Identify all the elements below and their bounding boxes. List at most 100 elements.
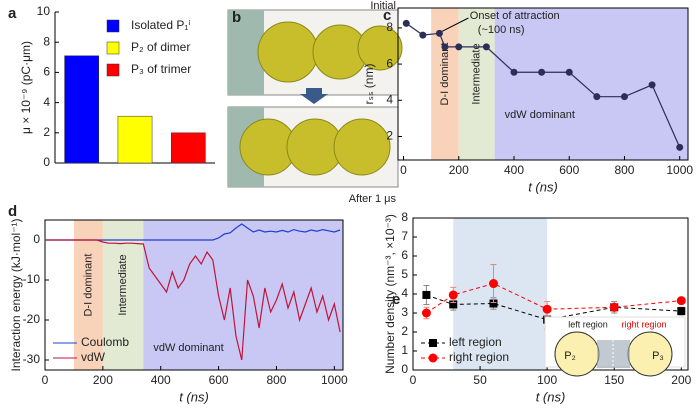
y-tick-label: 8 [386, 20, 393, 34]
marker [510, 68, 518, 76]
y-tick-label: 0 [43, 155, 50, 169]
region-label: D-I dominant [82, 254, 94, 317]
x-tick-label: 0 [400, 163, 407, 177]
y-axis-label: Number density (nm⁻³, ×10⁻³) [383, 214, 397, 374]
arrow [300, 88, 328, 104]
x-tick-label: 800 [614, 163, 634, 177]
y-tick-label: 7 [401, 229, 408, 243]
marker [422, 290, 431, 299]
x-tick-label: 0 [42, 373, 49, 387]
region-label: Intermediate [117, 254, 129, 315]
y-tick-label: 4 [386, 92, 393, 106]
legend-label: P₂ of dimer [131, 40, 190, 54]
marker [441, 43, 449, 51]
bar [171, 132, 206, 164]
particles [239, 21, 403, 176]
particle [554, 331, 600, 377]
bar [64, 55, 99, 164]
x-tick-label: 1000 [321, 373, 348, 387]
region [73, 220, 103, 370]
marker [419, 31, 427, 39]
panel-label: b [232, 9, 241, 26]
legend-label: Isolated P₁ⁱ [131, 18, 191, 32]
annotation: Onset of attraction [470, 10, 560, 22]
marker [609, 302, 619, 312]
marker [489, 299, 498, 308]
marker [428, 353, 438, 363]
legend-swatch [106, 41, 120, 55]
snapshot-label: After 1 μs [349, 193, 397, 205]
legend-label: P₃ of trimer [131, 62, 191, 76]
y-tick-label: 6 [386, 56, 393, 70]
series-line [45, 239, 341, 361]
inset-label: left region [568, 319, 608, 329]
legend-label: right region [449, 350, 509, 364]
particle-label: P₂ [564, 350, 576, 362]
y-tick-label: 1 [401, 343, 408, 357]
region-label: vdW dominant [505, 109, 575, 121]
x-tick-label: 200 [93, 373, 113, 387]
y-tick-label: 4 [43, 95, 50, 109]
region [494, 8, 688, 160]
panel-label: e [392, 291, 400, 308]
y-tick-label: 2 [401, 324, 408, 338]
x-tick-label: 200 [449, 163, 469, 177]
x-tick-label: 150 [604, 373, 624, 387]
inset: left region right region P₂ P₃ [544, 316, 686, 377]
marker [565, 68, 573, 76]
x-tick-label: 0 [410, 373, 417, 387]
legend-label: left region [449, 335, 502, 349]
y-tick-label: 4 [401, 286, 408, 300]
annotation-arrow [441, 17, 469, 32]
y-tick-label: 2 [386, 129, 393, 143]
region-label: Intermediate [471, 43, 483, 104]
plot-frame [397, 7, 689, 161]
series-line [426, 294, 682, 321]
y-axis-label: Interaction energy (kJ·mol⁻¹) [9, 218, 23, 371]
x-axis-label: t (ns) [528, 179, 558, 194]
marker [620, 93, 628, 101]
y-tick-label: 10 [37, 4, 51, 18]
legend-swatch [106, 63, 120, 77]
x-tick-label: 600 [209, 373, 229, 387]
marker [429, 339, 437, 347]
y-tick-label: 2 [43, 125, 50, 139]
marker [542, 304, 552, 314]
y-axis-label: rₛₛ (nm) [362, 64, 376, 105]
snapshot-label: Initial [370, 0, 396, 12]
marker [448, 290, 458, 300]
y-tick-label: 8 [43, 34, 50, 48]
plot-frame [44, 219, 344, 371]
x-axis-label: t (ns) [179, 389, 209, 404]
x-tick-label: 400 [504, 163, 524, 177]
y-tick-label: -30 [23, 352, 41, 366]
y-axis-label: μ × 10⁻⁹ (pC·μm) [19, 41, 33, 134]
marker [488, 279, 498, 289]
x-tick-label: 50 [473, 373, 487, 387]
y-tick-label: 6 [401, 248, 408, 262]
marker [648, 81, 656, 89]
region [102, 220, 144, 370]
y-tick-label: 0 [401, 362, 408, 376]
particle [627, 331, 673, 377]
y-tick-label: 0 [33, 232, 40, 246]
series-line [426, 283, 682, 314]
panel-label: c [383, 7, 391, 24]
x-tick-label: 1000 [666, 163, 693, 177]
region [458, 8, 495, 160]
y-tick-label: 3 [401, 305, 408, 319]
panel-label: a [8, 5, 17, 22]
marker [538, 68, 546, 76]
region-label: vdW dominant [153, 342, 223, 354]
marker [455, 43, 463, 51]
x-tick-label: 400 [151, 373, 171, 387]
y-tick-label: 5 [401, 267, 408, 281]
x-tick-label: 800 [266, 373, 286, 387]
bar [117, 115, 153, 164]
annotation: (~100 ns) [478, 24, 525, 36]
inset-label: right region [621, 319, 666, 329]
x-axis-label: t (ns) [536, 389, 566, 404]
marker [677, 307, 686, 316]
marker [676, 296, 686, 306]
